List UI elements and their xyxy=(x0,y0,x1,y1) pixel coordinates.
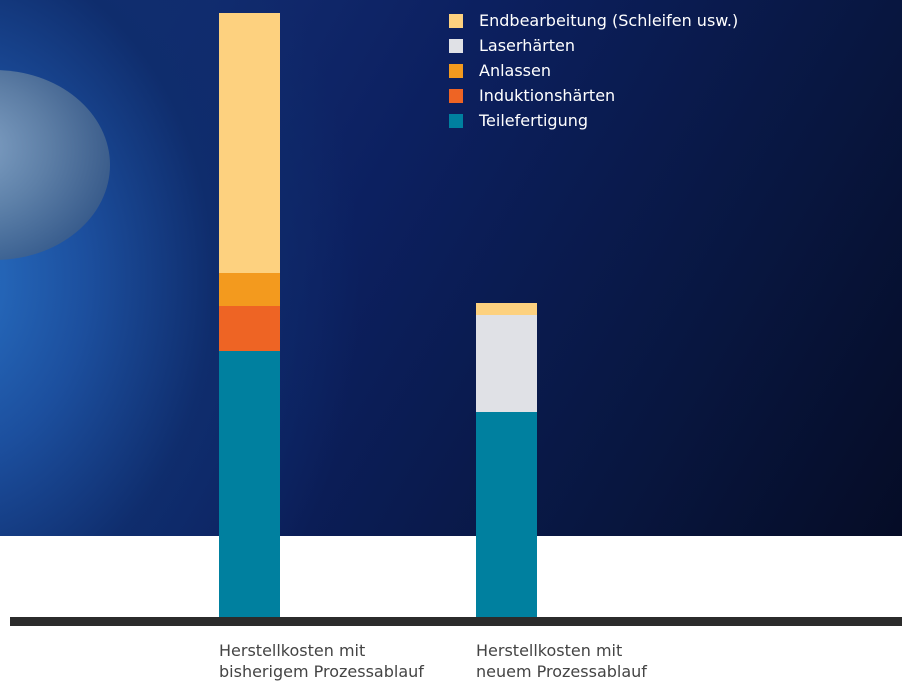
legend-swatch xyxy=(449,64,463,78)
bar-segment xyxy=(219,305,280,352)
legend-swatch xyxy=(449,89,463,103)
bar-segment xyxy=(476,302,537,315)
baseline xyxy=(10,617,902,626)
x-tick-label: Herstellkosten mit neuem Prozessablauf xyxy=(476,641,647,681)
legend-label: Endbearbeitung (Schleifen usw.) xyxy=(479,11,739,30)
x-tick-label: Herstellkosten mit bisherigem Prozessabl… xyxy=(219,641,424,681)
background xyxy=(0,0,902,536)
legend-swatch xyxy=(449,39,463,53)
legend-swatch xyxy=(449,114,463,128)
legend-label: Anlassen xyxy=(479,61,551,80)
legend-label: Induktionshärten xyxy=(479,86,616,105)
bar-segment xyxy=(476,315,537,412)
bar-segment xyxy=(219,351,280,617)
bar-segment xyxy=(476,411,537,617)
bar-segment xyxy=(219,13,280,273)
legend-label: Teilefertigung xyxy=(479,111,588,130)
legend-label: Laserhärten xyxy=(479,36,575,55)
legend-swatch xyxy=(449,14,463,28)
bar-segment xyxy=(219,272,280,306)
